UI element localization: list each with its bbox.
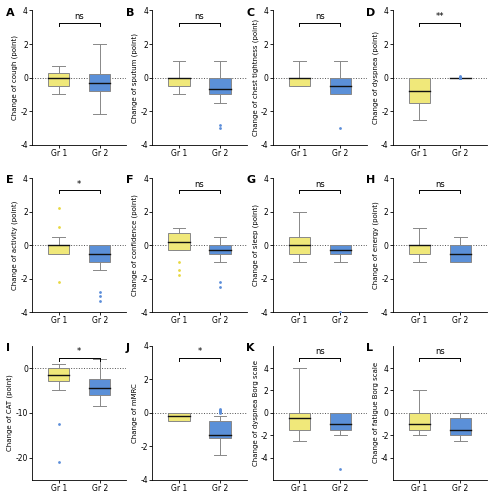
Text: I: I — [6, 343, 10, 353]
Text: G: G — [246, 176, 255, 186]
Bar — [168, 413, 190, 421]
Bar — [48, 245, 69, 254]
Bar — [329, 245, 351, 254]
Text: H: H — [367, 176, 376, 186]
Bar — [48, 72, 69, 86]
Y-axis label: Change of dyspnea (point): Change of dyspnea (point) — [372, 31, 379, 124]
Text: *: * — [77, 180, 82, 189]
Bar — [288, 237, 310, 254]
Bar — [329, 78, 351, 94]
Text: ns: ns — [315, 180, 325, 189]
Y-axis label: Change of sleep (point): Change of sleep (point) — [252, 204, 259, 286]
Bar — [48, 368, 69, 382]
Text: *: * — [77, 348, 82, 356]
Text: E: E — [6, 176, 13, 186]
Bar — [409, 78, 430, 102]
Bar — [209, 245, 231, 254]
Text: ns: ns — [195, 12, 205, 21]
Bar — [209, 78, 231, 94]
Text: ns: ns — [195, 180, 205, 189]
Bar — [288, 413, 310, 430]
Text: *: * — [197, 348, 202, 356]
Bar — [89, 379, 110, 395]
Text: ns: ns — [315, 348, 325, 356]
Bar — [409, 245, 430, 254]
Y-axis label: Change of mMRC: Change of mMRC — [132, 383, 138, 442]
Y-axis label: Change of cough (point): Change of cough (point) — [12, 35, 18, 120]
Text: L: L — [367, 343, 373, 353]
Bar — [168, 78, 190, 86]
Y-axis label: Change of activity (point): Change of activity (point) — [12, 200, 18, 290]
Bar — [329, 413, 351, 430]
Bar — [209, 421, 231, 438]
Text: K: K — [246, 343, 255, 353]
Y-axis label: Change of sputum (point): Change of sputum (point) — [132, 32, 138, 122]
Y-axis label: Change of CAT (point): Change of CAT (point) — [7, 374, 13, 451]
Text: ns: ns — [74, 12, 84, 21]
Y-axis label: Change of fatigue Borg scale: Change of fatigue Borg scale — [373, 362, 379, 464]
Text: ns: ns — [435, 180, 445, 189]
Text: C: C — [246, 8, 254, 18]
Y-axis label: Change of confidence (point): Change of confidence (point) — [132, 194, 138, 296]
Text: D: D — [367, 8, 376, 18]
Bar — [450, 418, 471, 435]
Bar — [168, 234, 190, 250]
Y-axis label: Change of dyspnea Borg scale: Change of dyspnea Borg scale — [253, 360, 259, 466]
Y-axis label: Change of chest tightness (point): Change of chest tightness (point) — [252, 19, 259, 136]
Bar — [409, 413, 430, 430]
Text: ns: ns — [315, 12, 325, 21]
Y-axis label: Change of energy (point): Change of energy (point) — [372, 202, 379, 289]
Bar — [288, 78, 310, 86]
Bar — [89, 245, 110, 262]
Text: ns: ns — [435, 348, 445, 356]
Text: A: A — [6, 8, 14, 18]
Text: B: B — [126, 8, 134, 18]
Text: F: F — [126, 176, 133, 186]
Text: **: ** — [436, 12, 444, 21]
Bar — [89, 74, 110, 91]
Text: J: J — [126, 343, 130, 353]
Bar — [450, 245, 471, 262]
